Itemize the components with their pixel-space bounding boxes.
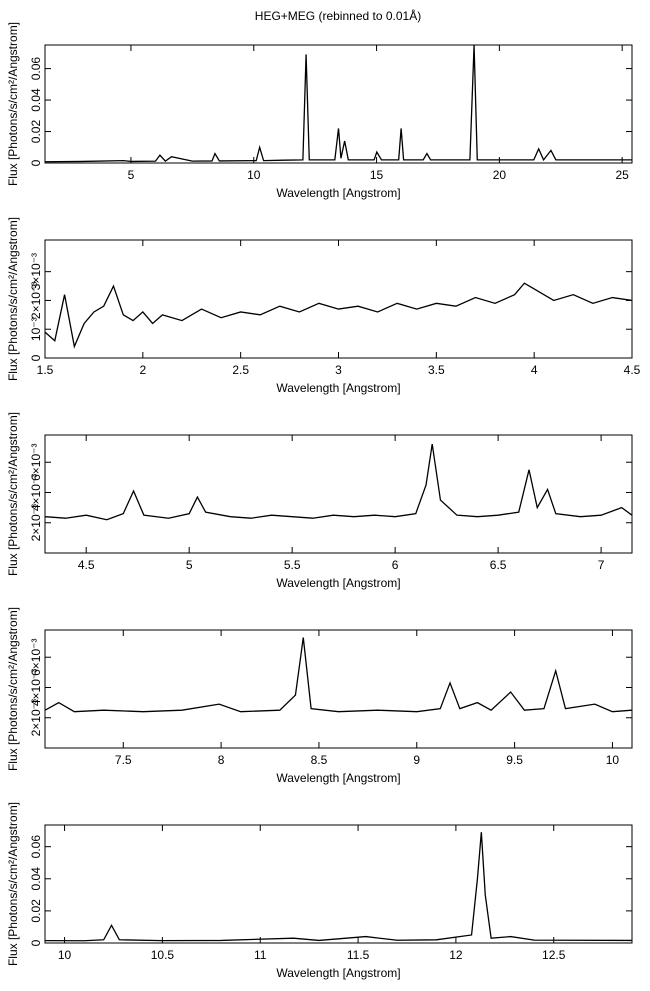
x-tick-label: 10.5 bbox=[151, 948, 175, 962]
spectrum-line bbox=[45, 637, 632, 713]
y-tick-label: 0.06 bbox=[29, 57, 43, 81]
y-axis-label: Flux [Photons/s/cm²/Angstrom] bbox=[6, 217, 20, 381]
y-tick-label: 0.02 bbox=[29, 120, 43, 144]
y-tick-label: 0.06 bbox=[29, 835, 43, 859]
x-tick-label: 25 bbox=[615, 168, 629, 182]
plot-frame bbox=[44, 629, 633, 749]
x-tick-label: 3.5 bbox=[428, 363, 445, 377]
x-tick-label: 20 bbox=[493, 168, 507, 182]
x-tick-label: 12 bbox=[449, 948, 463, 962]
x-tick-label: 10 bbox=[247, 168, 261, 182]
x-tick-label: 5 bbox=[128, 168, 135, 182]
x-tick-label: 3 bbox=[335, 363, 342, 377]
x-tick-label: 10 bbox=[58, 948, 72, 962]
x-tick-label: 9.5 bbox=[506, 753, 523, 767]
spectrum-line bbox=[45, 45, 632, 163]
plot-frame bbox=[44, 434, 633, 554]
x-tick-label: 5 bbox=[186, 558, 193, 572]
x-tick-label: 4.5 bbox=[624, 363, 641, 377]
y-tick-label: 6×10⁻³ bbox=[29, 639, 43, 676]
x-tick-label: 6 bbox=[392, 558, 399, 572]
x-tick-label: 10 bbox=[606, 753, 620, 767]
y-tick-label: 2×10⁻³ bbox=[29, 504, 43, 541]
x-axis-label: Wavelength [Angstrom] bbox=[276, 576, 400, 590]
spectrum-line bbox=[45, 282, 632, 349]
y-tick-label: 2×10⁻³ bbox=[29, 282, 43, 319]
x-tick-label: 6.5 bbox=[490, 558, 507, 572]
x-tick-label: 11.5 bbox=[347, 948, 370, 962]
plot-area bbox=[45, 637, 632, 713]
plot-frame bbox=[44, 44, 633, 164]
x-tick-label: 8.5 bbox=[311, 753, 328, 767]
spectrum-line bbox=[45, 443, 632, 521]
x-tick-label: 8 bbox=[218, 753, 225, 767]
y-axis-label: Flux [Photons/s/cm²/Angstrom] bbox=[6, 607, 20, 771]
y-tick-label: 2×10⁻³ bbox=[29, 699, 43, 736]
x-tick-label: 15 bbox=[370, 168, 384, 182]
plot-area bbox=[45, 282, 632, 349]
y-tick-label: 10⁻³ bbox=[29, 317, 43, 341]
figure-title: HEG+MEG (rebinned to 0.01Å) bbox=[255, 8, 421, 23]
y-tick-label: 0 bbox=[29, 354, 43, 361]
x-tick-label: 1.5 bbox=[37, 363, 54, 377]
x-tick-label: 2 bbox=[139, 363, 146, 377]
plot-frame bbox=[44, 239, 633, 359]
plot-area bbox=[45, 443, 632, 521]
y-axis-label: Flux [Photons/s/cm²/Angstrom] bbox=[6, 22, 20, 186]
x-tick-label: 7 bbox=[598, 558, 605, 572]
y-tick-label: 4×10⁻³ bbox=[29, 474, 43, 511]
x-tick-label: 7.5 bbox=[115, 753, 132, 767]
x-axis-label: Wavelength [Angstrom] bbox=[276, 771, 400, 785]
y-tick-label: 0.02 bbox=[29, 899, 43, 923]
y-tick-label: 0 bbox=[29, 159, 43, 166]
y-axis-label: Flux [Photons/s/cm²/Angstrom] bbox=[6, 412, 20, 576]
x-tick-label: 4.5 bbox=[78, 558, 95, 572]
x-tick-label: 11 bbox=[254, 948, 267, 962]
x-axis-label: Wavelength [Angstrom] bbox=[276, 381, 400, 395]
plot-area bbox=[45, 45, 632, 163]
x-tick-label: 5.5 bbox=[284, 558, 301, 572]
plot-area bbox=[45, 832, 632, 942]
x-tick-label: 2.5 bbox=[232, 363, 249, 377]
y-tick-label: 6×10⁻³ bbox=[29, 444, 43, 481]
y-tick-label: 0 bbox=[29, 939, 43, 946]
x-tick-label: 9 bbox=[413, 753, 420, 767]
x-tick-label: 12.5 bbox=[542, 948, 566, 962]
x-tick-label: 4 bbox=[531, 363, 538, 377]
y-tick-label: 3×10⁻³ bbox=[29, 253, 43, 290]
y-axis-label: Flux [Photons/s/cm²/Angstrom] bbox=[6, 802, 20, 966]
plot-frame bbox=[44, 824, 633, 944]
y-tick-label: 0.04 bbox=[29, 867, 43, 891]
x-axis-label: Wavelength [Angstrom] bbox=[276, 186, 400, 200]
spectrum-line bbox=[45, 832, 632, 942]
y-tick-label: 0.04 bbox=[29, 88, 43, 112]
x-axis-label: Wavelength [Angstrom] bbox=[276, 966, 400, 980]
y-tick-label: 4×10⁻³ bbox=[29, 669, 43, 706]
